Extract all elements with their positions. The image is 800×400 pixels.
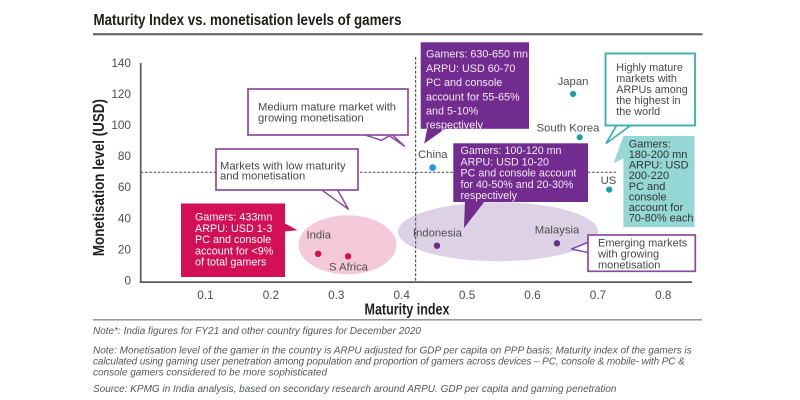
svg-text:0.8: 0.8 (655, 288, 672, 302)
svg-text:0.2: 0.2 (263, 288, 279, 302)
svg-text:ARPU: USD 10-20: ARPU: USD 10-20 (461, 156, 550, 168)
svg-text:and monetisation: and monetisation (220, 171, 305, 183)
svg-text:account for <9%: account for <9% (195, 245, 274, 257)
svg-text:Malaysia: Malaysia (535, 225, 580, 237)
svg-text:40: 40 (118, 211, 132, 225)
svg-text:0.5: 0.5 (459, 288, 476, 302)
svg-text:markets with: markets with (616, 73, 677, 85)
svg-text:ARPU: USD: ARPU: USD (629, 160, 689, 172)
svg-text:20: 20 (118, 242, 132, 256)
svg-text:Gamers: 100-120 mn: Gamers: 100-120 mn (461, 145, 562, 157)
svg-text:Note: Monetisation level of th: Note: Monetisation level of the gamer in… (93, 346, 692, 357)
svg-text:Indonesia: Indonesia (413, 227, 463, 239)
svg-text:calculated using gaming user p: calculated using gaming user penetration… (93, 357, 685, 368)
svg-text:0: 0 (124, 274, 131, 288)
svg-text:South Korea: South Korea (537, 123, 601, 135)
svg-text:ARPU: USD 1-3: ARPU: USD 1-3 (195, 223, 272, 235)
svg-text:and 5-10%: and 5-10% (426, 106, 479, 118)
svg-text:of total gamers: of total gamers (195, 257, 267, 269)
svg-text:account for: account for (629, 202, 684, 214)
svg-text:Maturity Index vs. monetisatio: Maturity Index vs. monetisation levels o… (94, 12, 402, 29)
svg-text:Gamers: 433mn: Gamers: 433mn (195, 212, 272, 224)
svg-text:ARPU: USD 60-70: ARPU: USD 60-70 (426, 63, 515, 75)
svg-text:S Africa: S Africa (329, 261, 369, 273)
svg-text:respectively: respectively (461, 190, 518, 202)
svg-text:Note*: India figures for FY21: Note*: India figures for FY21 and other … (93, 326, 421, 337)
svg-text:140: 140 (111, 56, 131, 70)
svg-text:respectively: respectively (426, 119, 484, 131)
svg-text:for 40-50% and 20-30%: for 40-50% and 20-30% (461, 179, 574, 191)
svg-text:0.7: 0.7 (590, 288, 606, 302)
svg-text:PC and console account: PC and console account (461, 168, 577, 180)
svg-text:Maturity index: Maturity index (365, 301, 450, 318)
svg-text:0.6: 0.6 (524, 288, 541, 302)
svg-text:0.3: 0.3 (328, 288, 345, 302)
svg-text:ARPUs among: ARPUs among (616, 84, 687, 96)
svg-text:120: 120 (111, 87, 131, 101)
svg-text:Gamers: 630-650 mn: Gamers: 630-650 mn (426, 49, 528, 61)
svg-text:PC and: PC and (629, 181, 666, 193)
svg-text:200-220: 200-220 (629, 170, 669, 182)
svg-text:Source: KPMG in India analysis: Source: KPMG in India analysis, based on… (93, 384, 617, 395)
svg-text:PC and console: PC and console (195, 234, 271, 246)
svg-text:growing monetisation: growing monetisation (258, 113, 364, 125)
svg-text:console gamers considered to b: console gamers considered to be more sop… (93, 368, 327, 379)
svg-text:with growing: with growing (597, 249, 659, 261)
svg-text:Monetisation level (USD): Monetisation level (USD) (91, 99, 108, 256)
svg-text:Highly mature: Highly mature (616, 62, 683, 74)
svg-text:0.4: 0.4 (393, 288, 410, 302)
svg-text:Japan: Japan (558, 76, 589, 88)
svg-text:Markets with low maturity: Markets with low maturity (220, 160, 346, 172)
svg-text:monetisation: monetisation (598, 260, 660, 272)
svg-text:account for 55-65%: account for 55-65% (426, 91, 520, 103)
svg-text:100: 100 (111, 118, 131, 132)
svg-text:the highest in: the highest in (616, 95, 680, 107)
svg-text:Medium mature market with: Medium mature market with (258, 101, 396, 113)
svg-text:India: India (307, 230, 332, 242)
svg-text:Gamers:: Gamers: (629, 138, 671, 150)
svg-text:console: console (629, 191, 667, 203)
svg-text:the world: the world (616, 106, 660, 118)
svg-text:China: China (418, 149, 448, 161)
svg-text:0.1: 0.1 (197, 288, 213, 302)
svg-text:US: US (601, 175, 617, 187)
svg-text:70-80% each: 70-80% each (629, 213, 694, 225)
svg-text:180-200 mn: 180-200 mn (629, 149, 688, 161)
svg-text:80: 80 (118, 149, 132, 163)
svg-text:Emerging markets: Emerging markets (598, 237, 688, 249)
svg-text:60: 60 (118, 180, 132, 194)
svg-text:PC and console: PC and console (426, 77, 502, 89)
